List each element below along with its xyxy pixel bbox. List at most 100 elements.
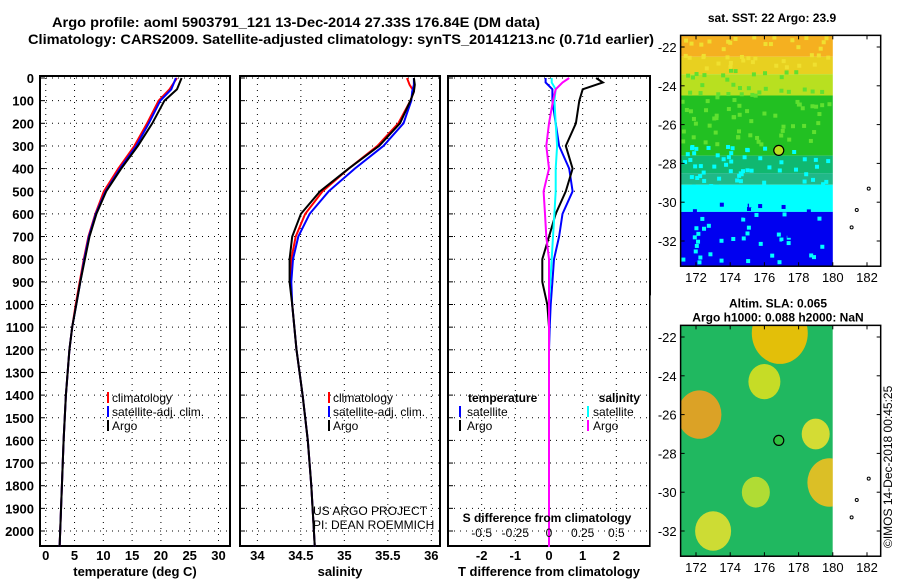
sst-pixel	[730, 146, 735, 151]
sst-pixel	[814, 164, 819, 169]
sst-pixel	[800, 257, 805, 262]
legend-title-temperature: temperature	[468, 391, 538, 405]
sst-pixel	[728, 60, 733, 65]
sst-pixel	[781, 124, 786, 129]
sst-pixel	[748, 203, 753, 208]
sst-pixel	[706, 223, 711, 228]
sst-pixel	[779, 160, 784, 165]
sst-pixel	[737, 173, 742, 178]
sla-anomaly	[741, 476, 770, 508]
sst-pixel	[716, 92, 721, 97]
sst-pixel	[773, 113, 778, 118]
sst-pixel	[709, 184, 714, 189]
sst-pixel	[705, 189, 710, 194]
sst-pixel	[824, 179, 829, 184]
x-tick-label: 25	[182, 548, 196, 563]
legend-swatch	[328, 420, 330, 431]
sst-pixel	[699, 204, 704, 209]
lat-tick-label: -32	[658, 524, 677, 539]
sst-pixel	[735, 178, 740, 183]
lat-tick-label: -30	[658, 485, 677, 500]
sst-pixel	[721, 73, 726, 78]
sla-anomaly	[801, 418, 830, 450]
sst-pixel	[725, 77, 730, 82]
x-tick-label: 1	[579, 548, 586, 563]
sst-pixel	[688, 158, 693, 163]
sst-pixel	[704, 108, 709, 113]
depth-tick-label: 1600	[5, 433, 34, 448]
sst-pixel	[697, 260, 702, 265]
map-mask-bottom	[680, 556, 881, 585]
sst-pixel	[824, 36, 829, 41]
sst-map: -22 -24 -26 -28 -30 -32 172 174 176 178 180 182 sat.…	[658, 11, 882, 285]
figure-title: Argo profile: aoml 5903791_121 13-Dec-20…	[52, 14, 540, 30]
sst-pixel	[746, 259, 751, 264]
sst-pixel	[745, 231, 750, 236]
sst-pixel	[752, 201, 757, 206]
legend-label: Argo	[467, 419, 493, 433]
sst-pixel	[826, 159, 831, 164]
lat-tick-label: -22	[658, 40, 677, 55]
sst-pixel	[816, 53, 821, 58]
lat-tick-label: -26	[658, 118, 677, 133]
series-line-argo	[288, 77, 416, 547]
x-tick-label: -2	[476, 548, 488, 563]
x-tick-label: 0	[545, 548, 552, 563]
sst-pixel	[742, 155, 747, 160]
legend-label: Argo	[333, 419, 359, 433]
sst-pixel	[820, 103, 825, 108]
sst-pixel	[753, 56, 758, 61]
sst-pixel	[816, 121, 821, 126]
legend-swatch	[107, 420, 109, 431]
sst-pixel	[692, 209, 697, 214]
sst-pixel	[811, 177, 816, 182]
x-axis-label: T difference from climatology	[458, 564, 641, 579]
sst-pixel	[790, 124, 795, 129]
sst-pixel	[753, 93, 758, 98]
sst-pixel	[804, 36, 809, 41]
sst-pixel	[814, 104, 819, 109]
x-tick-label: 36	[424, 548, 438, 563]
sst-pixel	[749, 168, 754, 173]
sst-pixel	[721, 47, 726, 52]
legend-swatch	[328, 406, 330, 417]
x2-axis-label: S difference from climatology	[463, 511, 632, 525]
sst-pixel	[729, 159, 734, 164]
sst-pixel	[810, 89, 815, 94]
sst-pixel	[818, 46, 823, 51]
sst-pixel	[748, 133, 753, 138]
sst-pixel	[687, 55, 692, 60]
sst-pixel	[782, 212, 787, 217]
sst-pixel	[746, 56, 751, 61]
x2-tick-label: 0.5	[608, 526, 625, 540]
sst-pixel	[686, 73, 691, 78]
sst-pixel	[779, 75, 784, 80]
credit-line-2: PI: DEAN ROEMMICH	[313, 518, 434, 532]
sst-pixel	[706, 145, 711, 150]
sst-pixel	[750, 92, 755, 97]
map-title: Altim. SLA: 0.065	[729, 296, 827, 310]
sst-pixel	[770, 253, 775, 258]
sst-pixel	[758, 156, 763, 161]
x-tick-label: 20	[154, 548, 168, 563]
sla-map: -22 -24 -26 -28 -30 -32 172 174 176 178 180 182 Alti…	[650, 295, 882, 585]
sst-pixel	[809, 53, 814, 58]
sst-pixel	[694, 226, 699, 231]
sst-pixel	[694, 146, 699, 151]
sst-pixel	[779, 237, 784, 242]
sst-pixel	[716, 61, 721, 66]
figure-subtitle: Climatology: CARS2009. Satellite-adjuste…	[28, 31, 654, 47]
sst-pixel	[705, 99, 710, 104]
sst-pixel	[762, 195, 767, 200]
x-tick-label: 2	[613, 548, 620, 563]
sst-pixel	[750, 60, 755, 65]
x-tick-label: 34	[250, 548, 265, 563]
sst-pixel	[777, 260, 782, 265]
sst-pixel	[777, 193, 782, 198]
sst-pixel	[763, 71, 768, 76]
sst-pixel	[715, 95, 720, 100]
legend-label: satellite-adj. clim.	[112, 405, 204, 419]
sst-pixel	[827, 102, 832, 107]
sst-pixel	[749, 119, 754, 124]
sla-anomaly	[677, 390, 722, 439]
